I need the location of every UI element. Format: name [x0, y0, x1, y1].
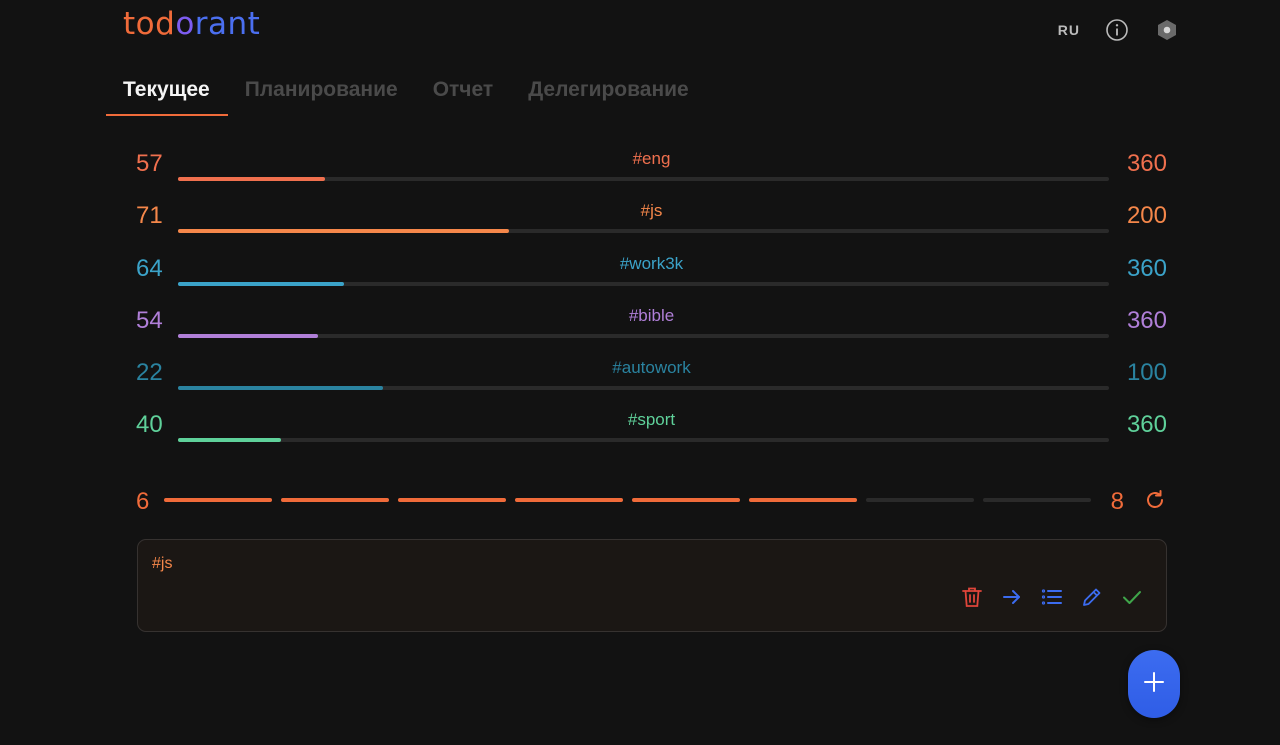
- tag-done-count: 64: [136, 254, 163, 282]
- progress-segment: [398, 498, 506, 502]
- tag-total-count: 100: [1126, 359, 1167, 387]
- tag-progress-row: 22 #autowork 100: [136, 355, 1167, 407]
- header-actions: RU: [1058, 17, 1180, 43]
- daily-progress-segments: [164, 498, 1091, 502]
- tag-done-count: 22: [136, 359, 163, 387]
- progress-track: [178, 177, 1109, 181]
- tag-label: #work3k: [619, 253, 684, 273]
- tab-current[interactable]: Текущее: [106, 70, 228, 116]
- tag-progress-row: 71 #js 200: [136, 198, 1167, 250]
- progress-track: [178, 333, 1109, 338]
- progress-segment: [983, 498, 1091, 502]
- progress-fill: [178, 177, 326, 181]
- progress-track: [178, 229, 1109, 234]
- logo-text-part2: o: [175, 6, 195, 42]
- progress-fill: [178, 438, 282, 443]
- tag-total-count: 360: [1126, 306, 1167, 334]
- progress-fill: [178, 281, 344, 286]
- logo-text-part1: tod: [123, 6, 176, 42]
- plus-icon: [1142, 670, 1166, 699]
- tag-total-count: 360: [1126, 150, 1167, 177]
- progress-segment: [515, 498, 623, 502]
- logo-text-part3: rant: [194, 6, 261, 42]
- refresh-icon[interactable]: [1143, 488, 1167, 512]
- check-icon[interactable]: [1120, 585, 1144, 609]
- progress-segment: [632, 498, 740, 502]
- trash-icon[interactable]: [960, 585, 984, 609]
- progress-segment: [281, 498, 389, 502]
- daily-progress: 6 8: [136, 486, 1167, 516]
- settings-hexagon-icon[interactable]: [1154, 17, 1180, 43]
- progress-segment: [866, 498, 974, 502]
- tag-label: #js: [640, 201, 663, 221]
- progress-track: [178, 386, 1109, 391]
- tag-done-count: 71: [136, 202, 163, 230]
- current-todo-card[interactable]: #js: [137, 539, 1167, 632]
- pencil-icon[interactable]: [1080, 585, 1104, 609]
- progress-track: [178, 438, 1109, 443]
- progress-track: [178, 281, 1109, 286]
- tag-progress-row: 57 #eng 360: [136, 146, 1167, 198]
- progress-segment: [749, 498, 857, 502]
- progress-fill: [178, 386, 383, 391]
- progress-fill: [178, 333, 318, 338]
- daily-done-count: 6: [136, 488, 150, 515]
- tag-label: #autowork: [612, 358, 691, 378]
- main-tabs: Текущее Планирование Отчет Делегирование: [106, 70, 707, 116]
- progress-fill: [178, 229, 509, 234]
- tag-progress-row: 40 #sport 360: [136, 407, 1167, 459]
- tag-label: #bible: [628, 305, 675, 325]
- info-icon[interactable]: [1104, 17, 1130, 43]
- tag-total-count: 360: [1126, 411, 1167, 439]
- todo-text: #js: [152, 555, 173, 572]
- tab-delegation[interactable]: Делегирование: [528, 78, 689, 101]
- tag-done-count: 40: [136, 411, 163, 439]
- tab-report[interactable]: Отчет: [432, 78, 494, 101]
- progress-segment: [164, 498, 272, 502]
- tab-planning[interactable]: Планирование: [244, 78, 398, 101]
- list-icon[interactable]: [1040, 585, 1064, 609]
- tag-done-count: 54: [136, 306, 163, 334]
- tag-progress-row: 64 #work3k 360: [136, 251, 1167, 303]
- tag-label: #sport: [627, 410, 676, 430]
- daily-total-count: 8: [1110, 488, 1124, 515]
- tag-done-count: 57: [136, 150, 163, 177]
- add-todo-button[interactable]: [1128, 650, 1180, 718]
- todo-actions: [960, 585, 1144, 609]
- tag-progress-list: 57 #eng 360 71 #js 200 64 #work3k 360 54…: [136, 146, 1167, 460]
- tag-total-count: 360: [1126, 254, 1167, 282]
- arrow-right-icon[interactable]: [1000, 585, 1024, 609]
- tag-label: #eng: [632, 149, 671, 168]
- tag-total-count: 200: [1126, 202, 1167, 230]
- tag-progress-row: 54 #bible 360: [136, 303, 1167, 355]
- app-logo: tod o rant: [123, 6, 260, 42]
- language-switch[interactable]: RU: [1057, 22, 1080, 38]
